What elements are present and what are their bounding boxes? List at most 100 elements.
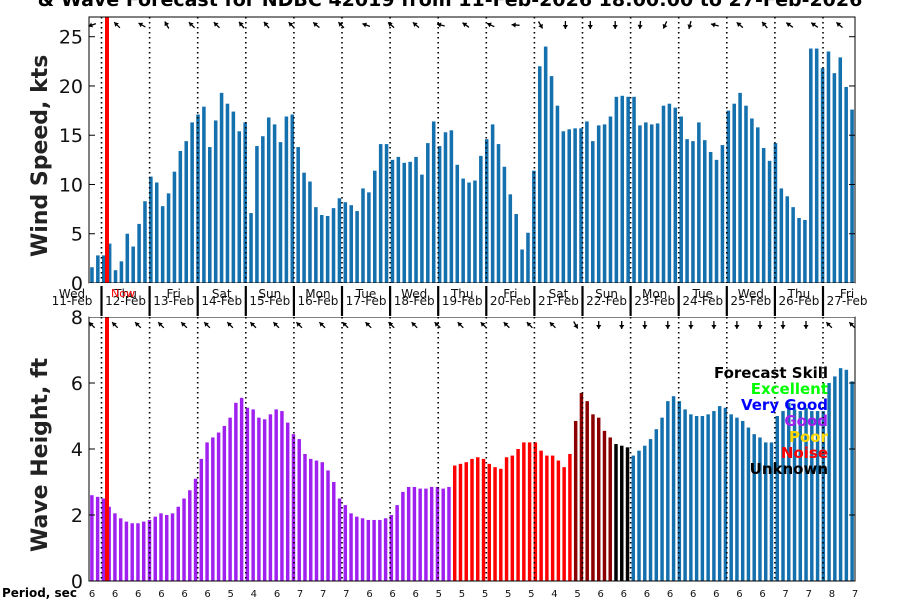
wave-bar	[141, 521, 146, 581]
wind-bar	[166, 193, 171, 283]
wind-bar	[596, 125, 601, 284]
wind-bar	[638, 125, 642, 284]
wind-bar	[319, 215, 324, 283]
wind-bar	[797, 217, 801, 283]
wind-bar	[779, 188, 784, 283]
period-value: 4	[251, 589, 257, 600]
wave-bar	[136, 523, 140, 581]
wave-bar	[165, 515, 169, 581]
day-date-label: 23-Feb	[634, 294, 675, 308]
wind-y-tick-label: 25	[59, 27, 83, 49]
wave-bar	[671, 396, 676, 581]
wind-bar	[591, 141, 595, 283]
wave-y-tick-label: 2	[71, 505, 83, 527]
wave-bar	[700, 416, 705, 581]
wind-bar	[702, 140, 707, 283]
period-value: 6	[89, 589, 95, 600]
wave-bar	[458, 463, 463, 581]
day-name-label: Tue	[692, 287, 714, 301]
day-name-label: Sat	[549, 287, 569, 301]
wave-direction-arrowhead	[158, 322, 163, 327]
period-value: 5	[505, 589, 511, 600]
wind-direction-arrowhead	[462, 22, 468, 28]
wave-bar	[326, 470, 330, 581]
wind-direction-arrowhead	[437, 22, 442, 28]
wave-bar	[239, 397, 244, 581]
wind-bar	[809, 48, 813, 283]
wave-bar	[297, 439, 301, 581]
wave-bar	[591, 414, 595, 581]
wave-bar	[285, 422, 290, 581]
period-value: 5	[528, 589, 534, 600]
wind-bar	[479, 155, 483, 283]
wave-bar	[643, 445, 647, 581]
wind-bar	[284, 116, 289, 283]
wave-direction-arrowhead	[503, 322, 509, 327]
period-value: 6	[713, 589, 719, 600]
period-value: 6	[112, 589, 118, 600]
wind-bar	[272, 124, 277, 283]
day-name-label: Mon	[642, 287, 667, 301]
period-value: 7	[320, 589, 326, 600]
wave-bar	[343, 505, 348, 581]
wave-bar	[372, 519, 376, 581]
wind-direction-arrowhead	[612, 25, 618, 29]
wave-bar	[234, 402, 238, 581]
period-value: 6	[274, 589, 280, 600]
wind-bar	[685, 139, 689, 283]
wind-bar	[726, 110, 731, 283]
wind-bar	[526, 232, 530, 283]
wave-bar	[654, 429, 659, 581]
wave-bar	[337, 498, 342, 581]
wave-bar	[533, 442, 538, 581]
wave-bar	[545, 455, 549, 581]
wind-bar	[614, 96, 619, 283]
period-value: 6	[204, 589, 210, 600]
wind-bar	[496, 144, 501, 283]
wave-bar	[378, 519, 382, 581]
wave-bar	[539, 450, 543, 581]
wind-bar	[644, 122, 648, 283]
wave-bar	[769, 442, 774, 581]
wave-direction-arrowhead	[526, 322, 532, 327]
period-value: 5	[482, 589, 488, 600]
wind-bar	[225, 103, 230, 283]
wind-bar	[549, 76, 554, 283]
wave-bar	[550, 455, 555, 581]
legend-item: Noise	[781, 444, 828, 462]
wave-bar	[568, 453, 572, 581]
wind-bar	[744, 105, 748, 283]
wind-bar	[426, 143, 430, 283]
wave-bar	[309, 458, 313, 581]
period-value: 5	[436, 589, 442, 600]
day-date-label: 14-Feb	[201, 294, 242, 308]
wave-y-tick-label: 0	[71, 571, 83, 593]
wind-bar	[384, 144, 389, 283]
wind-bar	[355, 211, 359, 283]
wave-bar	[804, 407, 808, 581]
wave-bar	[245, 407, 250, 581]
wind-bar	[396, 156, 401, 283]
wind-bar	[661, 105, 666, 283]
wave-direction-arrowhead	[757, 325, 763, 329]
wind-direction-arrowhead	[811, 22, 816, 28]
wind-bar	[750, 118, 754, 283]
wind-bar	[402, 162, 407, 283]
wave-direction-arrowhead	[342, 322, 348, 327]
wave-bar	[556, 460, 561, 581]
wind-bar	[449, 130, 454, 283]
wave-bar	[510, 455, 515, 581]
period-value: 6	[644, 589, 650, 600]
period-value: 8	[829, 589, 835, 600]
wave-bar	[522, 442, 526, 581]
wind-bar	[160, 206, 165, 283]
wave-direction-arrowhead	[803, 325, 809, 329]
wind-bar	[508, 194, 513, 283]
wave-bar	[660, 417, 664, 581]
period-value: 6	[598, 589, 604, 600]
wind-bar	[502, 166, 507, 283]
wave-bar	[182, 498, 186, 581]
wind-bar	[756, 127, 760, 283]
wave-bar	[216, 432, 221, 581]
wind-bar	[473, 180, 477, 283]
